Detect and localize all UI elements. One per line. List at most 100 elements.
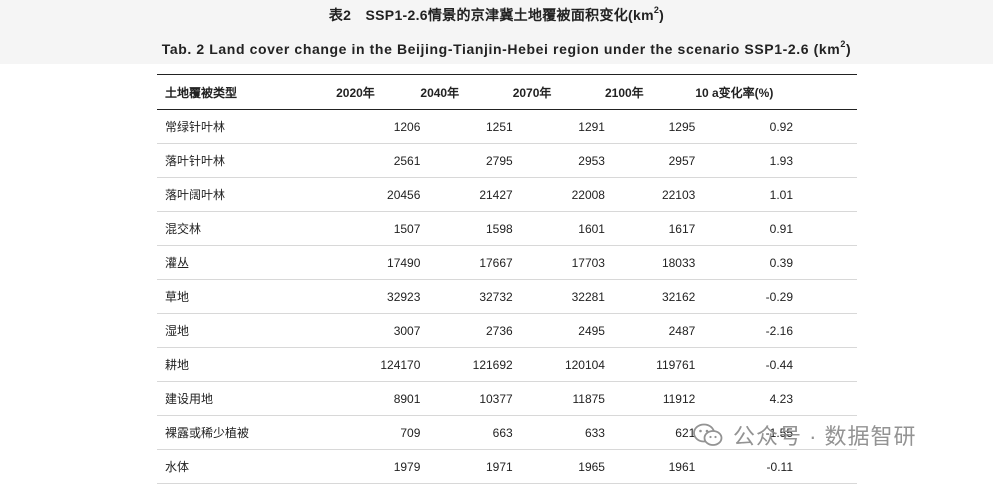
watermark-text: 公众号 · 数据智研 (733, 424, 917, 449)
value-cell: 0.91 (769, 221, 794, 236)
value-cell: 1.01 (769, 187, 794, 202)
table-row: 水体 1979 1971 1965 1961 -0.11 (157, 450, 857, 484)
value-cell: 11912 (662, 391, 696, 406)
header-band (0, 0, 993, 64)
table-row: 草地 32923 32732 32281 32162 -0.29 (157, 280, 857, 314)
value-cell: 1617 (668, 221, 696, 236)
header-2070: 2070年 (512, 85, 552, 100)
land-cover-type-cell: 落叶针叶林 (165, 154, 226, 168)
value-cell: 2487 (668, 323, 696, 338)
value-cell: -1.55 (765, 425, 794, 440)
value-cell: 4.23 (769, 391, 794, 406)
value-cell: 121692 (472, 357, 513, 372)
land-cover-type-cell: 常绿针叶林 (165, 120, 226, 134)
value-cell: 663 (492, 425, 513, 440)
value-cell: 1.93 (769, 153, 794, 168)
value-cell: 1979 (393, 459, 421, 474)
watermark: 公众号 · 数据智研 (693, 418, 917, 452)
header-change-rate: 10 a变化率(%) (695, 85, 774, 100)
header-2100: 2100年 (604, 85, 644, 100)
value-cell: 20456 (387, 187, 421, 202)
value-cell: -2.16 (765, 323, 794, 338)
value-cell: 11875 (572, 391, 605, 406)
value-cell: 1507 (393, 221, 421, 236)
value-cell: -0.44 (765, 357, 794, 372)
land-cover-type-cell: 裸露或稀少植被 (165, 426, 250, 440)
land-cover-type-cell: 湿地 (165, 324, 190, 338)
land-cover-type-cell: 草地 (165, 290, 190, 304)
value-cell: 2561 (393, 153, 421, 168)
value-cell: 633 (584, 425, 605, 440)
value-cell: 1971 (485, 459, 513, 474)
value-cell: 18033 (661, 255, 696, 270)
value-cell: 119761 (656, 357, 696, 372)
value-cell: 32281 (571, 289, 605, 304)
value-cell: 22103 (661, 187, 696, 202)
table-row: 湿地 3007 2736 2495 2487 -2.16 (157, 314, 857, 348)
value-cell: 17490 (387, 255, 421, 270)
value-cell: 17667 (479, 255, 513, 270)
value-cell: 32923 (387, 289, 421, 304)
value-cell: 10377 (479, 391, 513, 406)
table-row: 常绿针叶林 1206 1251 1291 1295 0.92 (157, 110, 857, 144)
value-cell: 2795 (485, 153, 513, 168)
table-title-chinese: 表2 SSP1-2.6情景的京津冀土地覆被面积变化(km2) (328, 5, 665, 23)
table-row: 建设用地 8901 10377 11875 11912 4.23 (157, 382, 857, 416)
value-cell: -0.29 (765, 289, 794, 304)
value-cell: 3007 (393, 323, 421, 338)
value-cell: 1601 (578, 221, 605, 236)
land-cover-type-cell: 耕地 (165, 358, 190, 372)
header-2040: 2040年 (420, 85, 460, 100)
row-spacer (793, 212, 857, 246)
value-cell: 1295 (668, 119, 696, 134)
table-body: 常绿针叶林 1206 1251 1291 1295 0.92 落叶针叶林 2561 2795 29… (157, 110, 857, 484)
header-land-cover-type: 土地覆被类型 (165, 85, 238, 100)
row-spacer (793, 144, 857, 178)
value-cell: 1965 (578, 459, 605, 474)
value-cell: -0.11 (766, 459, 794, 474)
value-cell: 1961 (668, 459, 696, 474)
row-spacer (793, 348, 857, 382)
row-spacer (793, 450, 857, 484)
row-spacer (793, 280, 857, 314)
value-cell: 2953 (578, 153, 605, 168)
value-cell: 2495 (578, 323, 605, 338)
value-cell: 1598 (485, 221, 513, 236)
land-cover-type-cell: 混交林 (165, 222, 202, 236)
row-spacer (793, 382, 857, 416)
value-cell: 1206 (393, 119, 421, 134)
value-cell: 8901 (393, 391, 421, 406)
value-cell: 120104 (564, 357, 605, 372)
wechat-icon (693, 423, 723, 446)
table-row: 落叶针叶林 2561 2795 2953 2957 1.93 (157, 144, 857, 178)
row-spacer (793, 110, 857, 144)
land-cover-type-cell: 落叶阔叶林 (165, 188, 226, 202)
land-cover-table: 土地覆被类型 2020年 2040年 2070年 2100年 10 a变化率(%… (157, 74, 857, 484)
land-cover-type-cell: 建设用地 (165, 392, 214, 406)
value-cell: 621 (675, 425, 696, 440)
value-cell: 124170 (380, 357, 421, 372)
table-row: 裸露或稀少植被 709 663 633 621 -1.55 (157, 416, 857, 450)
row-spacer (793, 314, 857, 348)
value-cell: 17703 (571, 255, 605, 270)
header-spacer (793, 75, 857, 110)
value-cell: 0.92 (769, 119, 794, 134)
row-spacer (793, 246, 857, 280)
table-header-row: 土地覆被类型 2020年 2040年 2070年 2100年 10 a变化率(%… (157, 74, 857, 110)
table-row: 耕地 124170 121692 120104 119761 -0.44 (157, 348, 857, 382)
header-2020: 2020年 (336, 85, 375, 100)
value-cell: 22008 (571, 187, 605, 202)
value-cell: 21427 (479, 187, 513, 202)
value-cell: 1291 (578, 119, 605, 134)
land-cover-table-container: 土地覆被类型 2020年 2040年 2070年 2100年 10 a变化率(%… (157, 74, 857, 484)
value-cell: 0.39 (769, 255, 794, 270)
value-cell: 32162 (661, 289, 696, 304)
value-cell: 32732 (479, 289, 513, 304)
table-row: 灌丛 17490 17667 17703 18033 0.39 (157, 246, 857, 280)
table-title-english: Tab. 2 Land cover change in the Beijing-… (161, 39, 852, 57)
row-spacer (793, 178, 857, 212)
land-cover-type-cell: 水体 (165, 460, 190, 474)
value-cell: 709 (400, 425, 421, 440)
value-cell: 2736 (485, 323, 513, 338)
table-row: 混交林 1507 1598 1601 1617 0.91 (157, 212, 857, 246)
